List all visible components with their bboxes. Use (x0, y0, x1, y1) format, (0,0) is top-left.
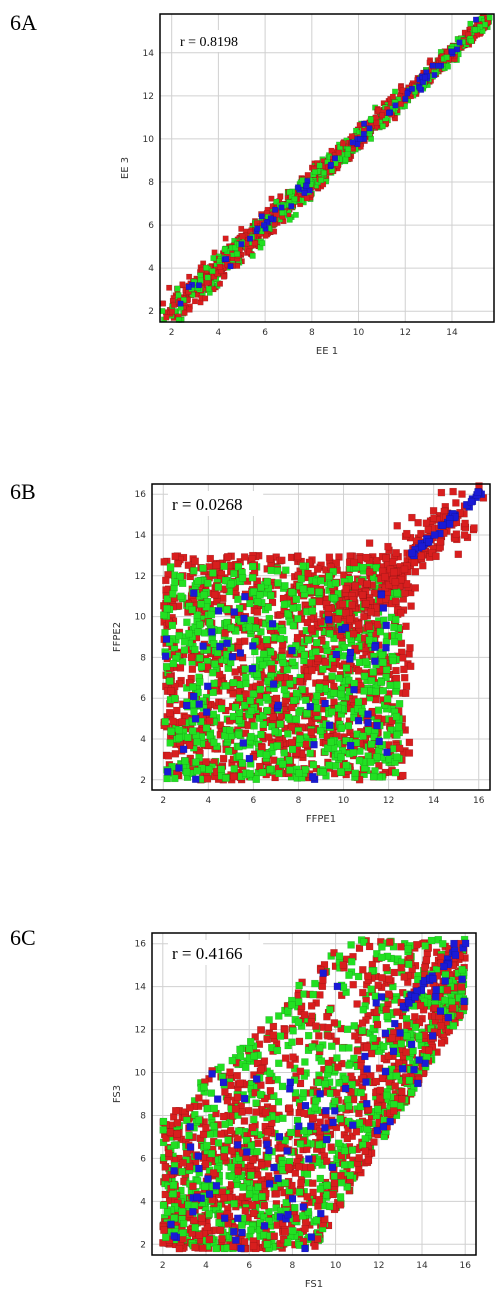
data-point-red (272, 1190, 281, 1198)
data-point-green (295, 998, 303, 1006)
data-point-red (291, 1169, 300, 1177)
data-point-red (363, 1043, 371, 1051)
data-point-red (269, 1104, 277, 1113)
data-point-red (286, 1061, 294, 1069)
data-point-red (303, 1193, 311, 1201)
data-point-green (311, 979, 319, 988)
data-point-red (372, 1077, 380, 1086)
data-point-red (382, 964, 390, 972)
data-point-red (233, 1071, 241, 1080)
panel-label-6a: 6A (10, 10, 37, 35)
data-point-green (279, 1114, 287, 1123)
data-point-green (345, 971, 353, 979)
data-point-red (264, 1160, 272, 1168)
data-point-red (211, 249, 218, 256)
data-point-green (358, 1026, 366, 1035)
data-point-green (288, 1038, 296, 1046)
data-point-red (311, 1242, 319, 1250)
data-point-red (315, 1032, 323, 1040)
data-point-red (353, 1000, 361, 1008)
data-point-green (316, 1185, 325, 1193)
data-point-red (392, 115, 398, 122)
data-point-red (295, 1037, 304, 1046)
data-point-green (275, 1059, 283, 1068)
data-point-green (326, 1006, 334, 1014)
data-point-red (323, 1013, 331, 1021)
data-point-green (305, 1031, 313, 1040)
data-point-red (327, 1143, 335, 1151)
data-point-green (439, 940, 447, 948)
data-point-green (207, 1089, 216, 1097)
data-point-green (328, 1042, 336, 1050)
data-point-green (347, 1160, 355, 1169)
data-point-green (266, 1069, 274, 1078)
data-point-red (334, 1063, 342, 1071)
data-point-green (441, 971, 450, 979)
data-point-red (257, 1161, 266, 1169)
data-point-red (359, 988, 367, 997)
data-point-red (244, 1106, 253, 1115)
data-point-green (303, 1170, 312, 1178)
data-point-red (355, 1165, 363, 1174)
data-point-red (240, 1117, 249, 1125)
data-point-green (308, 1043, 316, 1051)
data-point-green (250, 1115, 258, 1124)
data-point-green (207, 1149, 216, 1158)
data-point-red (343, 1134, 351, 1143)
data-point-green (340, 1161, 349, 1169)
data-point-green (205, 1130, 214, 1138)
data-point-green (326, 1089, 335, 1098)
data-point-green (246, 1037, 255, 1046)
data-point-green (361, 1135, 369, 1143)
data-point-green (350, 1022, 358, 1030)
data-point-red (199, 1130, 208, 1139)
data-point-red (301, 1224, 309, 1233)
data-point-red (316, 991, 324, 999)
data-point-red (260, 1057, 269, 1065)
data-point-red (353, 1047, 362, 1055)
data-point-green (359, 1006, 367, 1014)
data-point-green (235, 1127, 243, 1135)
data-point-red (226, 1068, 234, 1076)
data-point-red (269, 1022, 278, 1031)
data-point-green (427, 936, 436, 945)
data-point-red (171, 1106, 180, 1115)
data-point-red (378, 1074, 387, 1082)
data-point-red (191, 298, 198, 305)
data-point-green (278, 1082, 287, 1091)
data-point-red (265, 1076, 273, 1085)
data-point-green (317, 1057, 326, 1065)
data-point-red (352, 1127, 361, 1136)
data-point-red (367, 1049, 376, 1058)
